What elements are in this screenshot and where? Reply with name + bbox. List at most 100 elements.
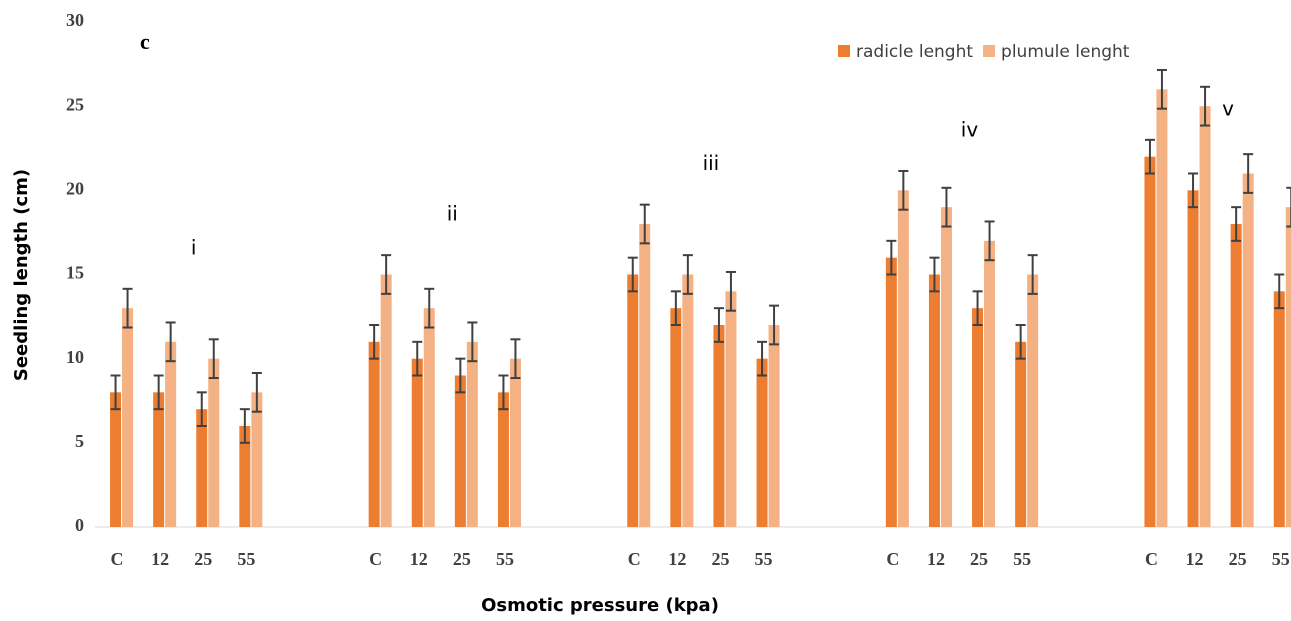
error-bar [424, 287, 435, 329]
error-bar [929, 256, 940, 293]
bar [928, 274, 940, 527]
x-tick-label: 12 [1186, 549, 1204, 569]
x-tick-label: 25 [970, 549, 988, 569]
error-bar [251, 371, 262, 413]
bar [682, 274, 694, 527]
bar [411, 358, 423, 527]
y-tick-label: 0 [75, 515, 84, 535]
y-axis-title: Seedling length (cm) [11, 169, 32, 381]
bar [1187, 190, 1199, 528]
error-bar [639, 203, 650, 245]
bar [713, 325, 725, 527]
error-bar [984, 220, 995, 262]
x-tick-label: 55 [237, 549, 255, 569]
y-tick-label: 30 [66, 10, 84, 30]
bar [1015, 341, 1027, 527]
bar [897, 190, 909, 528]
error-bar [208, 338, 219, 380]
error-bar [713, 307, 724, 343]
bar [196, 409, 208, 527]
group-label: v [1222, 97, 1234, 121]
y-tick-label: 20 [66, 178, 84, 198]
bar [509, 358, 521, 527]
bar [940, 207, 952, 527]
error-bar [1144, 138, 1155, 175]
bar [208, 358, 220, 527]
x-tick-label: C [628, 549, 641, 569]
x-tick-label: 12 [410, 549, 428, 569]
x-tick-label: 12 [151, 549, 169, 569]
error-bar [1274, 273, 1285, 310]
x-tick-label: 55 [755, 549, 773, 569]
bar [153, 392, 165, 527]
error-bar [1027, 254, 1038, 295]
error-bar [165, 321, 176, 363]
error-bar [1200, 85, 1211, 127]
error-bar [239, 408, 250, 444]
error-bar [1188, 172, 1199, 209]
x-tick-label: C [369, 549, 382, 569]
error-bar [369, 324, 380, 360]
group-label: iii [703, 151, 720, 175]
error-bar [110, 374, 121, 411]
bar [627, 274, 639, 527]
x-tick-label: C [886, 549, 899, 569]
error-bar [941, 186, 952, 228]
legend-label: radicle lenght [856, 42, 973, 62]
bar [239, 426, 251, 527]
error-bar [898, 169, 909, 211]
error-bar [455, 357, 466, 394]
error-bar [196, 391, 207, 427]
bar [380, 274, 392, 527]
error-bar [886, 239, 897, 276]
bar [1230, 224, 1242, 527]
bar [466, 341, 478, 527]
error-bar [1231, 206, 1242, 242]
x-tick-label: 12 [668, 549, 686, 569]
group-label: ii [447, 202, 458, 226]
bar [423, 308, 435, 527]
x-tick-label: 25 [453, 549, 471, 569]
bar [1199, 106, 1211, 528]
bar [725, 291, 737, 527]
group-label: iv [961, 117, 979, 141]
bar [885, 257, 897, 527]
bar [454, 375, 466, 527]
bar [768, 325, 780, 527]
group-label: i [191, 235, 197, 259]
bar [1144, 156, 1156, 527]
x-tick-label: 25 [194, 549, 212, 569]
error-bar [153, 374, 164, 411]
error-bar [972, 290, 983, 326]
x-tick-label: C [111, 549, 124, 569]
bar [670, 308, 682, 527]
error-bar [467, 321, 478, 363]
x-axis-title: Osmotic pressure (kpa) [481, 595, 719, 616]
error-bar [122, 287, 133, 329]
x-tick-label: 55 [496, 549, 514, 569]
x-tick-label: 12 [927, 549, 945, 569]
x-tick-label: 55 [1272, 549, 1290, 569]
y-tick-label: 5 [75, 431, 84, 451]
legend-swatch [838, 45, 850, 57]
error-bar [1015, 324, 1026, 360]
error-bar [1286, 186, 1291, 228]
bar [497, 392, 509, 527]
error-bar [670, 290, 681, 326]
y-tick-label: 25 [66, 94, 84, 114]
y-tick-label: 10 [66, 347, 84, 367]
bar [110, 392, 122, 527]
bar [756, 358, 768, 527]
x-tick-label: 25 [1229, 549, 1247, 569]
error-bar [769, 304, 780, 346]
bar [1285, 207, 1291, 527]
error-bar [381, 254, 392, 295]
error-bar [412, 340, 423, 377]
bar [1242, 173, 1254, 527]
error-bar [757, 340, 768, 377]
error-bar [1243, 153, 1254, 194]
bar [984, 240, 996, 528]
error-bar [682, 254, 693, 295]
bar [251, 392, 263, 527]
